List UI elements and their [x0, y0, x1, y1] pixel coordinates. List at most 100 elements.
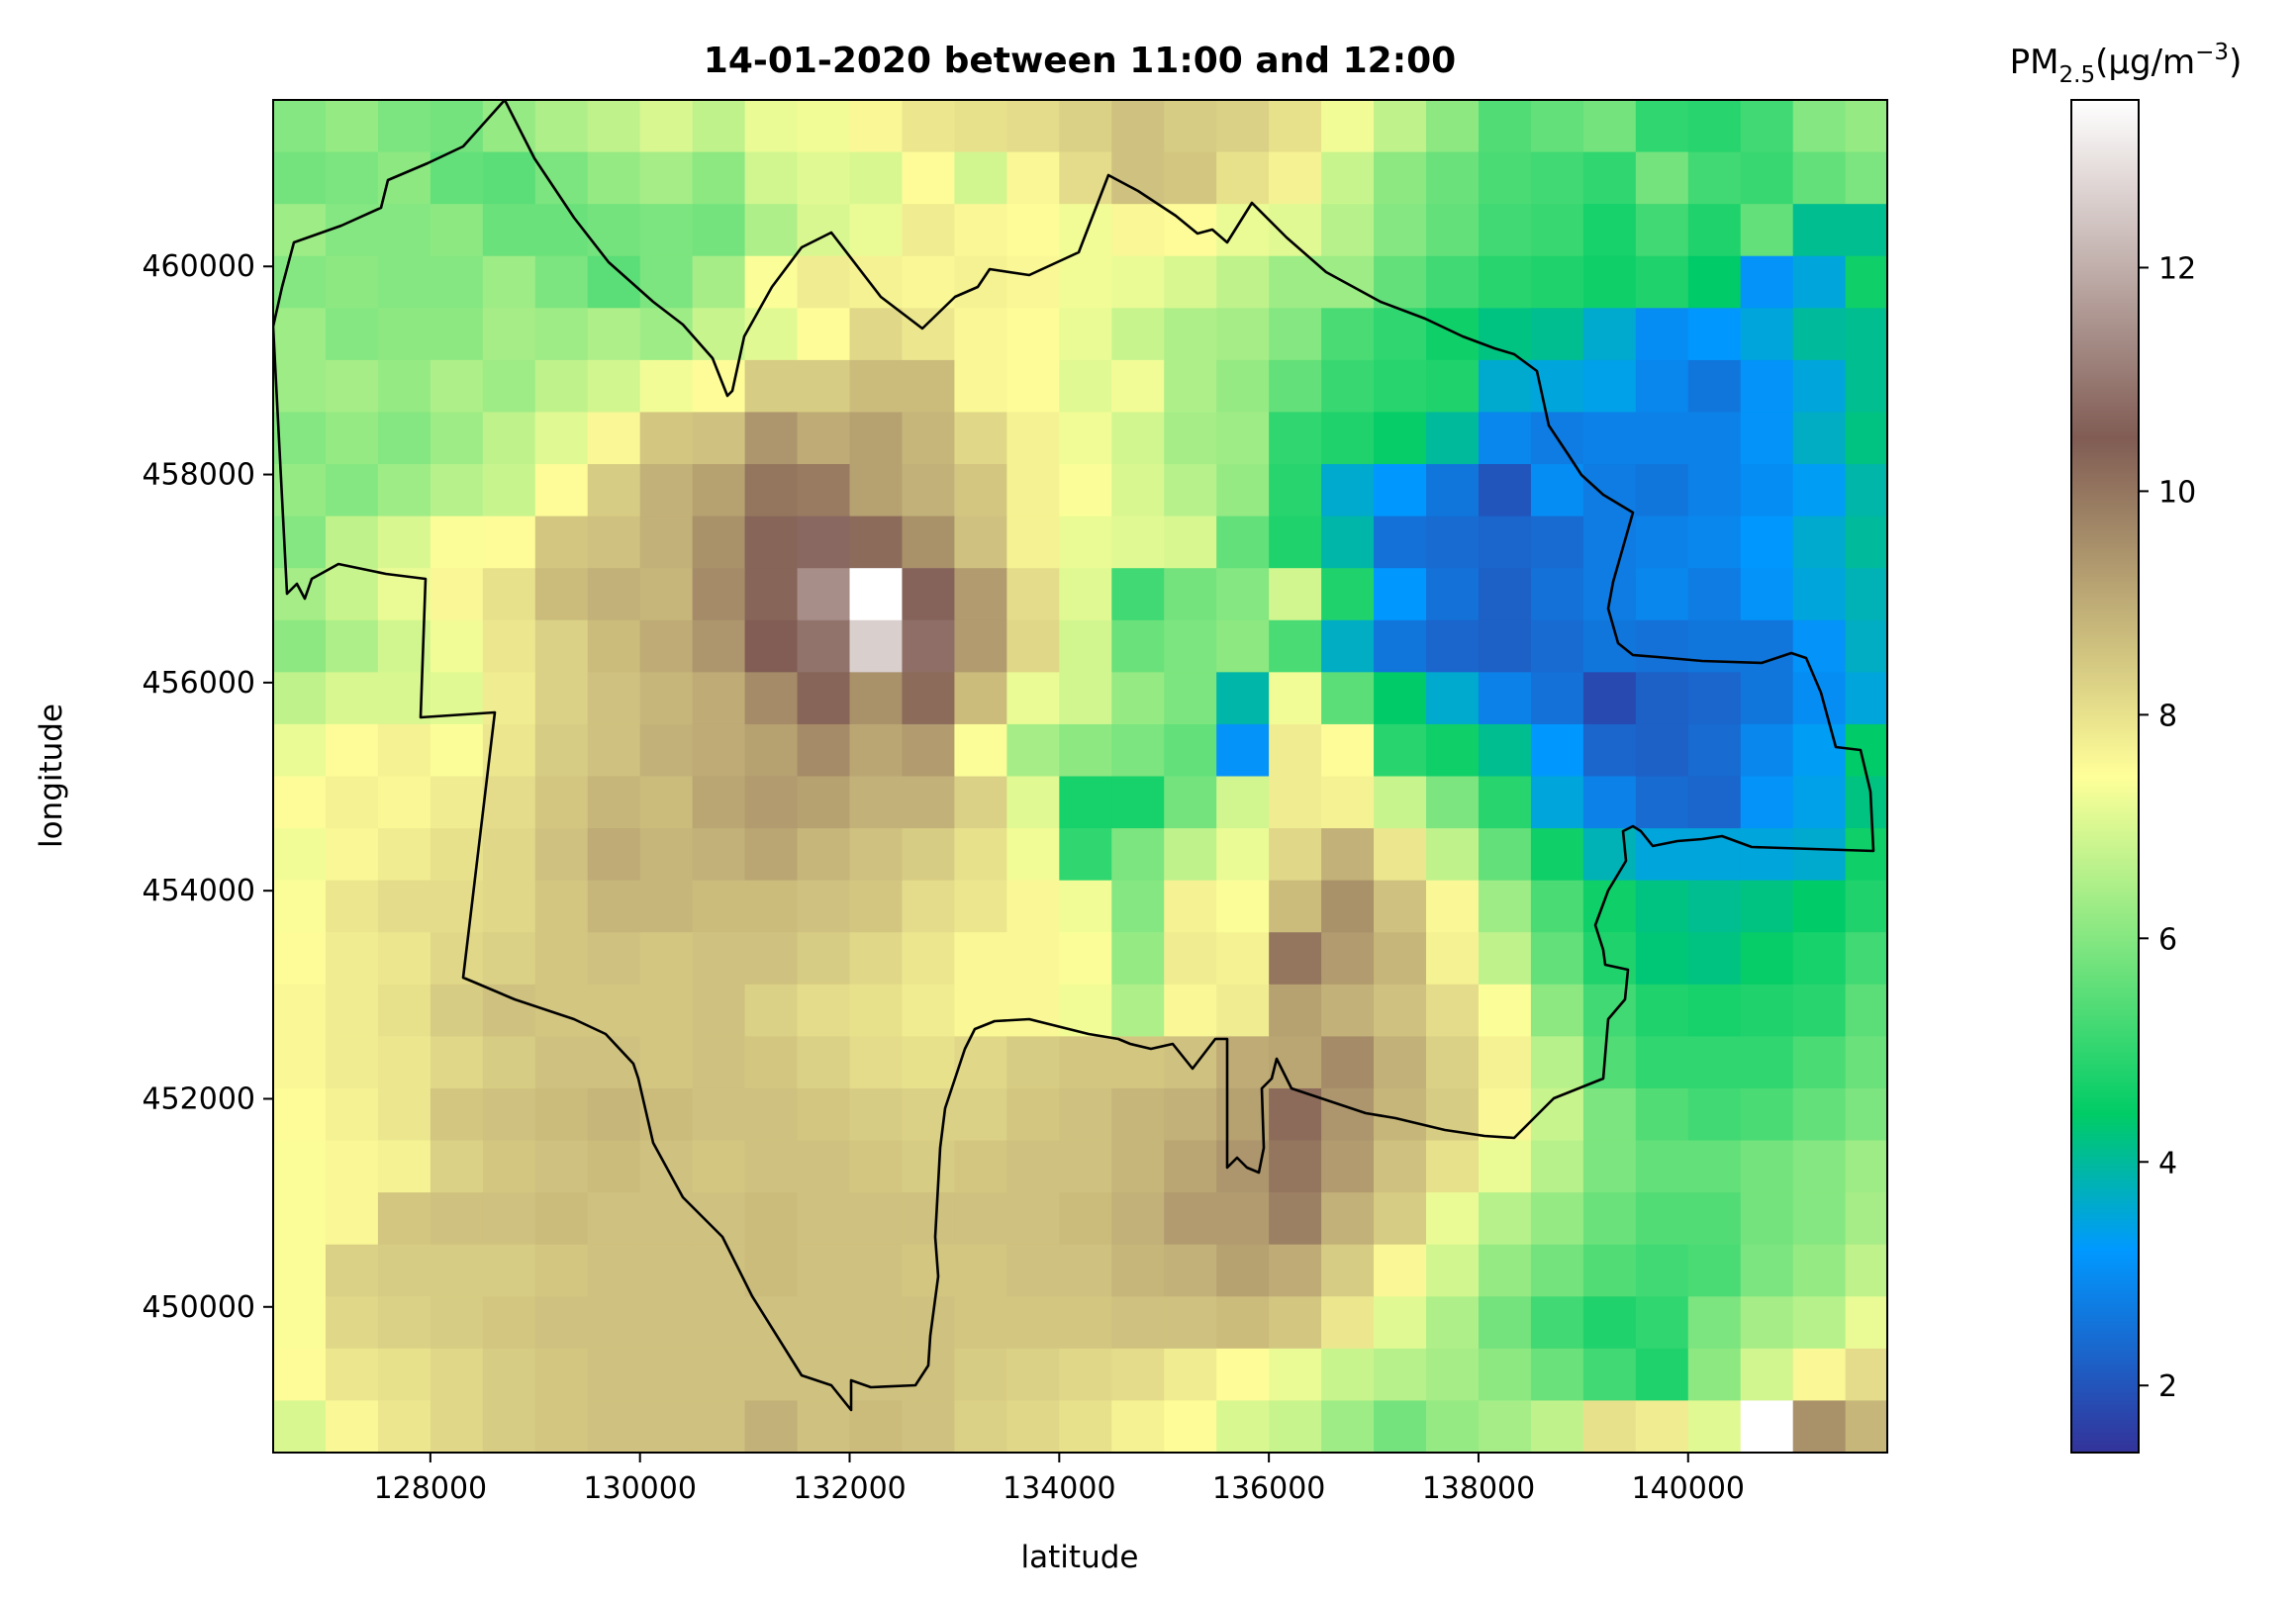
heatmap-cell [849, 1296, 904, 1350]
heatmap-cell [587, 1192, 641, 1246]
heatmap-cell [1530, 619, 1584, 673]
heatmap-cell [1374, 1244, 1427, 1297]
heatmap-cell [1582, 619, 1637, 673]
heatmap-cell [534, 1140, 589, 1193]
heatmap-cell [1845, 723, 1887, 778]
heatmap-cell [482, 1036, 536, 1089]
heatmap-cell [1111, 672, 1165, 725]
heatmap-cell [1478, 151, 1532, 205]
heatmap-cell [954, 1348, 1007, 1402]
heatmap-cell [1216, 1400, 1270, 1453]
heatmap-cell [1426, 723, 1480, 778]
heatmap-cell [1740, 776, 1794, 829]
heatmap-cell [1269, 984, 1322, 1037]
heatmap-cell [1006, 619, 1060, 673]
heatmap-cell [639, 828, 694, 882]
heatmap-cell [1792, 151, 1847, 205]
heatmap-cell [273, 516, 327, 569]
heatmap-cell [1059, 619, 1112, 673]
heatmap-cell [1845, 1348, 1887, 1402]
heatmap-cell [1478, 568, 1532, 621]
heatmap-cell [587, 568, 641, 621]
heatmap-cell [1269, 1296, 1322, 1350]
heatmap-cell [692, 412, 746, 465]
heatmap-cell [325, 984, 379, 1037]
heatmap-cell [1164, 255, 1217, 309]
heatmap-cell [430, 1192, 484, 1246]
heatmap-cell [1582, 516, 1637, 569]
heatmap-cell [273, 151, 327, 205]
colorbar-tick-label: 2 [2158, 1369, 2177, 1404]
heatmap-cell [692, 1087, 746, 1142]
heatmap-cell [1582, 1087, 1637, 1142]
heatmap-cell [954, 1296, 1007, 1350]
heatmap-cell [1111, 359, 1165, 414]
heatmap-cell [587, 723, 641, 778]
heatmap-cell [1269, 776, 1322, 829]
heatmap-cell [587, 776, 641, 829]
heatmap-cell [325, 880, 379, 933]
heatmap-cell [587, 1400, 641, 1453]
heatmap-cell [1374, 1140, 1427, 1193]
heatmap-cell [1687, 100, 1742, 153]
colorbar-title-subscript: 2.5 [2059, 62, 2096, 88]
heatmap-cell [325, 1348, 379, 1402]
heatmap-cell [692, 1400, 746, 1453]
heatmap-cell [1635, 412, 1689, 465]
heatmap-cell [1374, 984, 1427, 1037]
heatmap-cell [1059, 1244, 1112, 1297]
heatmap-cell [639, 880, 694, 933]
heatmap-cell [1321, 672, 1375, 725]
heatmap-cell [1740, 1036, 1794, 1089]
heatmap-cell [325, 619, 379, 673]
heatmap-cell [1845, 828, 1887, 882]
heatmap-cell [1321, 1192, 1375, 1246]
heatmap-cell [1426, 1140, 1480, 1193]
heatmap-cell [744, 984, 799, 1037]
heatmap-cell [1740, 568, 1794, 621]
heatmap-cell [534, 1192, 589, 1246]
heatmap-cell [1164, 984, 1217, 1037]
heatmap-cell [797, 568, 851, 621]
heatmap-cell [1164, 412, 1217, 465]
heatmap-cell [1374, 412, 1427, 465]
heatmap-cell [639, 1296, 694, 1350]
heatmap-cell [1740, 359, 1794, 414]
heatmap-cell [692, 1244, 746, 1297]
heatmap-cell [1635, 672, 1689, 725]
heatmap-cell [1059, 723, 1112, 778]
heatmap-cell [797, 412, 851, 465]
heatmap-cell [325, 1140, 379, 1193]
heatmap-cell [1111, 1348, 1165, 1402]
heatmap-cell [1582, 1296, 1637, 1350]
heatmap-cell [273, 100, 327, 153]
heatmap-cell [902, 932, 956, 986]
heatmap-cell [534, 619, 589, 673]
heatmap-cell [325, 932, 379, 986]
x-tick-label: 130000 [583, 1471, 697, 1506]
heatmap-cell [1635, 568, 1689, 621]
heatmap-cell [534, 932, 589, 986]
heatmap-cell [587, 204, 641, 257]
heatmap-cell [1687, 880, 1742, 933]
heatmap-cell [797, 359, 851, 414]
heatmap-cell [1426, 984, 1480, 1037]
heatmap-cell [1530, 255, 1584, 309]
heatmap-cell [587, 932, 641, 986]
heatmap-cell [1478, 412, 1532, 465]
heatmap-cell [587, 1348, 641, 1402]
heatmap-cell [482, 568, 536, 621]
heatmap-cell [1321, 568, 1375, 621]
heatmap-cell [325, 568, 379, 621]
heatmap-cell [534, 1296, 589, 1350]
heatmap-cell [534, 880, 589, 933]
heatmap-cell [325, 1087, 379, 1142]
heatmap-cell [639, 776, 694, 829]
heatmap-cell [639, 516, 694, 569]
heatmap-cell [430, 723, 484, 778]
heatmap-cell [325, 516, 379, 569]
heatmap-cell [534, 723, 589, 778]
heatmap-cell [1111, 1244, 1165, 1297]
heatmap-cell [1426, 1348, 1480, 1402]
heatmap-cell [377, 776, 431, 829]
